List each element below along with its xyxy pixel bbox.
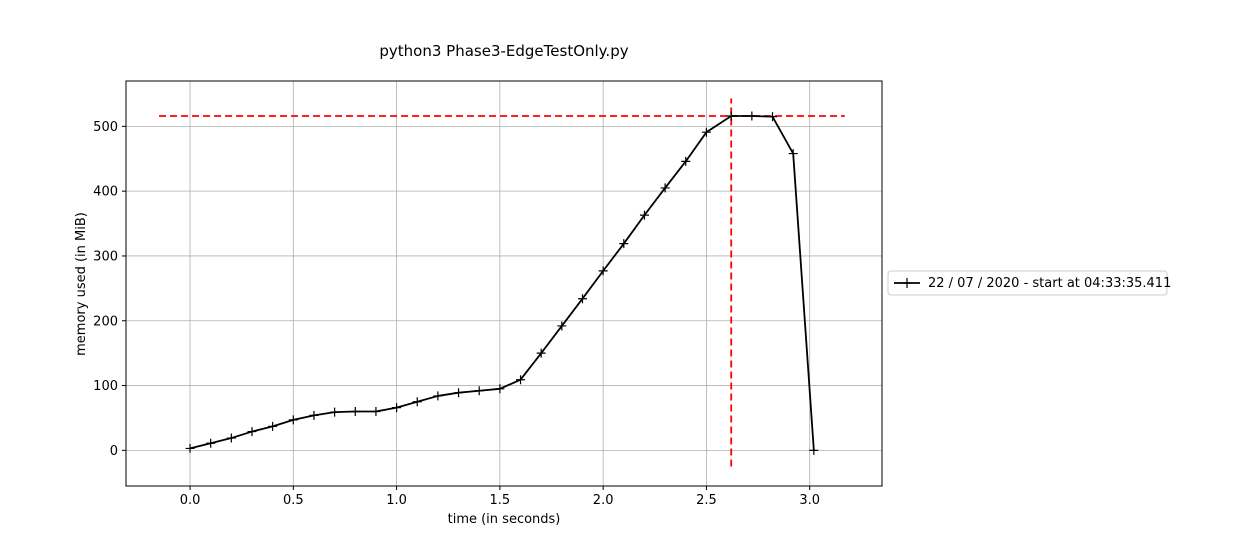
x-tick-label: 1.5 [490, 493, 511, 508]
data-point [392, 403, 402, 413]
x-tick-label: 1.0 [386, 493, 407, 508]
data-point [660, 183, 670, 193]
grid-lines [126, 81, 882, 486]
data-point [681, 156, 691, 166]
data-point [474, 386, 484, 396]
data-point [557, 321, 567, 331]
data-point [226, 433, 236, 443]
data-point [309, 410, 319, 420]
data-point [619, 239, 629, 249]
y-tick-label: 200 [93, 314, 118, 329]
legend-box [887, 270, 1168, 296]
y-tick-label: 100 [93, 379, 118, 394]
data-point [433, 391, 443, 401]
data-point [330, 407, 340, 417]
x-tick-label: 2.0 [593, 493, 614, 508]
legend-series-label: 22 / 07 / 2020 - start at 04:33:35.411 [928, 276, 1171, 291]
data-point [577, 294, 587, 304]
y-tick-label: 400 [93, 185, 118, 200]
y-tick-label: 300 [93, 249, 118, 264]
legend-marker-plus [902, 278, 912, 288]
data-point [454, 388, 464, 398]
data-point [288, 415, 298, 425]
peak-reference-lines [159, 98, 845, 467]
data-point [598, 266, 608, 276]
series-line [189, 115, 815, 451]
x-tick-label: 2.5 [696, 493, 717, 508]
data-point [768, 112, 778, 122]
data-point [516, 375, 526, 385]
data-point [247, 427, 257, 437]
data-point [788, 149, 798, 159]
data-point [371, 406, 381, 416]
axis-ticks: 0.0 0.5 1.0 1.5 2.0 2.5 3.0 0 100 200 300 400 500 [93, 120, 820, 508]
x-tick-label: 0.5 [283, 493, 304, 508]
x-tick-label: 0.0 [180, 493, 201, 508]
data-point [639, 210, 649, 220]
data-point [412, 397, 422, 407]
data-point [726, 111, 736, 121]
chart-title: python3 Phase3-EdgeTestOnly.py [379, 42, 628, 60]
series-layer [185, 111, 819, 455]
plot-area-frame [125, 80, 883, 487]
data-point [185, 443, 195, 453]
y-axis-label: memory used (in MiB) [74, 212, 89, 356]
data-point [701, 127, 711, 137]
legend: 22 / 07 / 2020 - start at 04:33:35.411 [887, 270, 1171, 296]
data-point [809, 445, 819, 455]
x-axis-label: time (in seconds) [448, 512, 561, 527]
data-point [747, 111, 757, 121]
x-tick-label: 3.0 [799, 493, 820, 508]
data-point [350, 406, 360, 416]
data-point [206, 438, 216, 448]
y-tick-label: 0 [110, 444, 118, 459]
data-point [268, 421, 278, 431]
y-tick-label: 500 [93, 120, 118, 135]
data-point [536, 348, 546, 358]
data-point [495, 384, 505, 394]
